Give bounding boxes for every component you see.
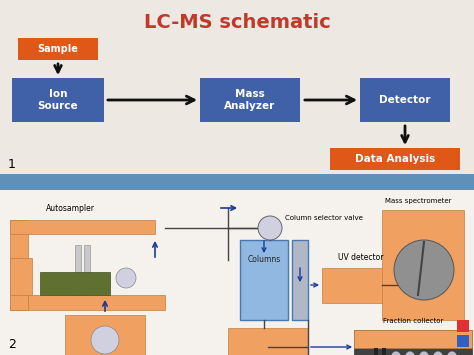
Circle shape: [434, 351, 443, 355]
Bar: [354, 330, 472, 348]
Bar: [457, 335, 469, 347]
Circle shape: [419, 351, 428, 355]
Circle shape: [392, 351, 401, 355]
Bar: [0, 190, 474, 355]
Text: Mass spectrometer: Mass spectrometer: [385, 198, 452, 204]
Bar: [354, 330, 472, 355]
Text: 2: 2: [8, 339, 16, 351]
Bar: [18, 38, 98, 60]
Bar: [40, 272, 110, 295]
Bar: [374, 348, 378, 355]
Bar: [12, 78, 104, 122]
Text: Fraction collector: Fraction collector: [383, 318, 443, 324]
Bar: [10, 220, 155, 234]
Bar: [10, 220, 28, 310]
Bar: [75, 245, 81, 295]
Bar: [0, 174, 474, 190]
Text: Ion
Source: Ion Source: [38, 89, 78, 111]
Text: UV detector: UV detector: [338, 253, 384, 262]
Bar: [10, 295, 165, 310]
Bar: [228, 328, 308, 355]
Text: Column selector valve: Column selector valve: [285, 215, 363, 221]
Bar: [457, 320, 469, 332]
Bar: [360, 78, 450, 122]
Bar: [84, 245, 90, 295]
Circle shape: [405, 351, 414, 355]
Text: Autosampler: Autosampler: [46, 204, 94, 213]
Bar: [65, 315, 145, 355]
Bar: [322, 268, 400, 303]
Bar: [200, 78, 300, 122]
Text: Mass
Analyzer: Mass Analyzer: [224, 89, 275, 111]
Text: Sample: Sample: [37, 44, 78, 54]
Circle shape: [447, 351, 456, 355]
Bar: [0, 0, 474, 175]
Bar: [292, 240, 308, 320]
Circle shape: [394, 240, 454, 300]
Bar: [382, 210, 464, 320]
Circle shape: [116, 268, 136, 288]
Text: Detector: Detector: [379, 95, 431, 105]
Bar: [330, 148, 460, 170]
Text: Data Analysis: Data Analysis: [355, 154, 435, 164]
Bar: [10, 258, 32, 295]
Circle shape: [258, 216, 282, 240]
Text: LC-MS schematic: LC-MS schematic: [144, 12, 330, 32]
Circle shape: [91, 326, 119, 354]
Text: Columns: Columns: [247, 256, 281, 264]
Bar: [240, 240, 288, 320]
Bar: [382, 348, 386, 355]
Text: 1: 1: [8, 158, 16, 171]
